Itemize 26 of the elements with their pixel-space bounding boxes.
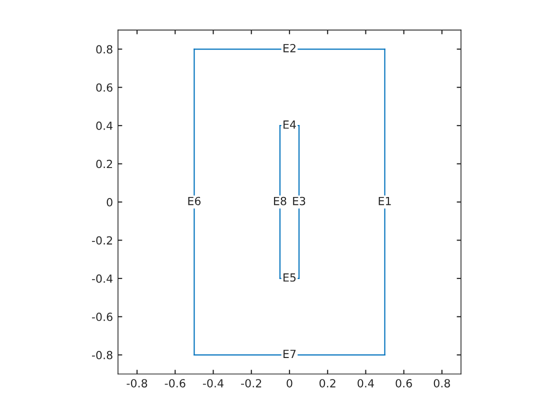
y-tick-label: 0.2 [96, 160, 112, 168]
series-label: E5 [284, 273, 296, 282]
x-tick-label: 0.8 [434, 379, 450, 388]
x-tick-label: -0.2 [241, 379, 262, 388]
series-label: E1 [378, 196, 391, 206]
x-tick-label: 0.2 [320, 379, 336, 388]
x-tick-label: 0.4 [358, 379, 374, 388]
x-tick-label: -0.6 [164, 379, 186, 388]
x-tick-label: -0.8 [126, 379, 148, 388]
series-label: E8 [274, 196, 286, 206]
series-label: E7 [284, 350, 296, 358]
y-tick-label: 0.6 [96, 83, 112, 92]
y-tick-label: 0 [106, 198, 112, 206]
x-tick-label: 0 [286, 379, 292, 388]
x-tick-label: -0.4 [202, 379, 224, 388]
y-tick-label: 0.8 [96, 45, 112, 54]
series-label: E2 [284, 44, 296, 52]
y-tick-label: -0.8 [92, 350, 112, 360]
y-tick-label: 0.4 [96, 122, 113, 130]
y-tick-label: -0.2 [92, 236, 112, 245]
series-label: E6 [188, 196, 201, 206]
series-label: E3 [293, 196, 306, 206]
y-tick-label: -0.6 [92, 312, 112, 322]
series-label: E4 [284, 120, 296, 129]
y-tick-label: -0.4 [92, 274, 113, 283]
x-tick-label: 0.6 [396, 379, 412, 388]
